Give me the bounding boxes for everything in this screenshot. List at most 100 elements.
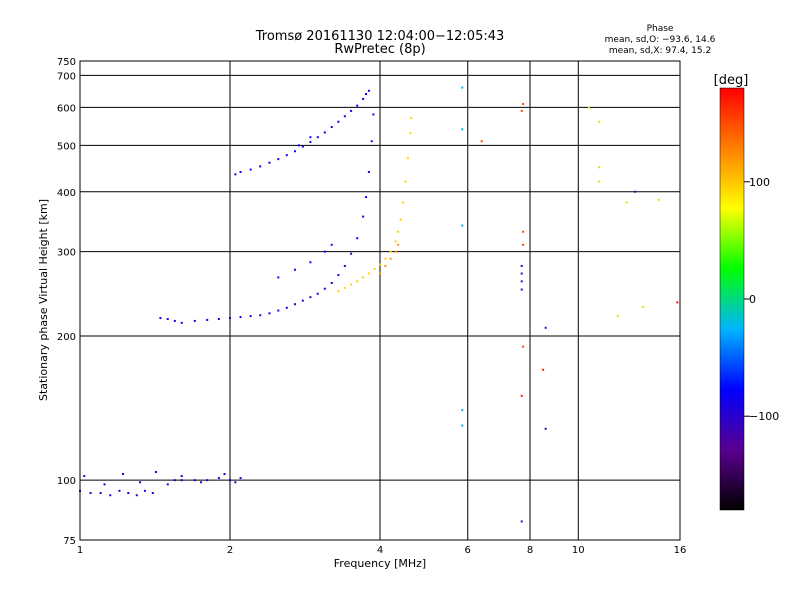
y-tick-label: 300 (57, 248, 76, 259)
data-point (154, 470, 157, 473)
data-point (362, 215, 365, 218)
data-point (356, 280, 359, 283)
data-point (389, 257, 392, 260)
colorbar-tick-label: −100 (749, 410, 779, 423)
x-tick-label: 6 (465, 545, 471, 556)
x-tick-label: 2 (227, 545, 233, 556)
data-point (522, 345, 525, 348)
data-point (384, 264, 387, 267)
data-point (343, 264, 346, 267)
data-point (316, 136, 319, 139)
y-tick-label: 75 (63, 536, 76, 547)
data-point (409, 132, 412, 135)
data-point (151, 492, 154, 495)
data-point (657, 198, 660, 201)
data-point (259, 314, 262, 317)
data-point (544, 427, 547, 430)
data-point (143, 489, 146, 492)
data-point (122, 473, 125, 476)
data-point (206, 479, 209, 482)
stats-line-o: mean, sd,O: −93.6, 14.6 (605, 35, 716, 45)
data-point (193, 319, 196, 322)
y-axis-label: Stationary phase Virtual Height [km] (37, 199, 50, 401)
data-point (384, 257, 387, 260)
data-point (343, 286, 346, 289)
data-point (587, 106, 590, 109)
plot-grid (80, 61, 680, 540)
data-point (520, 264, 523, 267)
data-point (217, 477, 220, 480)
data-point (389, 250, 392, 253)
data-point (402, 201, 405, 204)
data-point (193, 479, 196, 482)
data-point (362, 97, 365, 100)
data-point (330, 243, 333, 246)
data-point (323, 131, 326, 134)
data-point (223, 473, 226, 476)
data-point (135, 494, 138, 497)
data-point (397, 230, 400, 233)
data-point (217, 317, 220, 320)
data-point (180, 479, 183, 482)
data-point (350, 283, 353, 286)
data-point (461, 128, 464, 131)
data-point (301, 145, 304, 148)
data-point (522, 102, 525, 105)
data-point (597, 180, 600, 183)
data-point (309, 296, 312, 299)
y-tick-label: 200 (57, 332, 76, 343)
data-point (461, 86, 464, 89)
data-point (159, 317, 162, 320)
x-tick-label: 1 (77, 545, 83, 556)
data-point (367, 170, 370, 173)
data-point (249, 168, 252, 171)
colorbar-tick-label: 100 (749, 176, 770, 189)
colorbar-ticks: 100 0 −100 (744, 176, 779, 423)
data-point (323, 287, 326, 290)
data-point (239, 316, 242, 319)
data-point (268, 312, 271, 315)
data-point (249, 315, 252, 318)
data-point (337, 290, 340, 293)
stats-heading: Phase (647, 24, 674, 34)
data-point (89, 492, 92, 495)
x-tick-label: 10 (572, 545, 585, 556)
data-point (293, 303, 296, 306)
data-point (139, 481, 142, 484)
data-point (293, 150, 296, 153)
data-point (118, 489, 121, 492)
data-point (166, 483, 169, 486)
data-point (362, 276, 365, 279)
chart-title: Tromsø 20161130 12:04:00−12:05:43 (255, 29, 505, 44)
x-tick-labels: 1 2 4 6 8 10 16 (77, 545, 687, 556)
data-point (520, 394, 523, 397)
data-point (239, 477, 242, 480)
data-point (676, 301, 679, 304)
x-tick-label: 8 (527, 545, 533, 556)
data-point (277, 276, 280, 279)
data-point (373, 267, 376, 270)
data-point (297, 144, 300, 147)
data-point (285, 154, 288, 157)
data-point (406, 157, 409, 160)
data-point (520, 109, 523, 112)
data-point (166, 317, 169, 320)
data-point (372, 113, 375, 116)
data-point (634, 190, 637, 193)
data-point (127, 492, 130, 495)
data-point (356, 237, 359, 240)
data-point (83, 475, 86, 478)
data-point (379, 272, 381, 275)
data-point (461, 424, 464, 427)
data-point (180, 321, 183, 324)
y-tick-label: 500 (57, 141, 76, 152)
data-point (239, 170, 242, 173)
data-point (234, 173, 237, 176)
data-point (356, 104, 359, 107)
colorbar-tick-label: 0 (749, 293, 756, 306)
data-point (206, 318, 209, 321)
data-point (268, 161, 271, 164)
data-point (309, 261, 312, 264)
data-point (277, 158, 280, 161)
